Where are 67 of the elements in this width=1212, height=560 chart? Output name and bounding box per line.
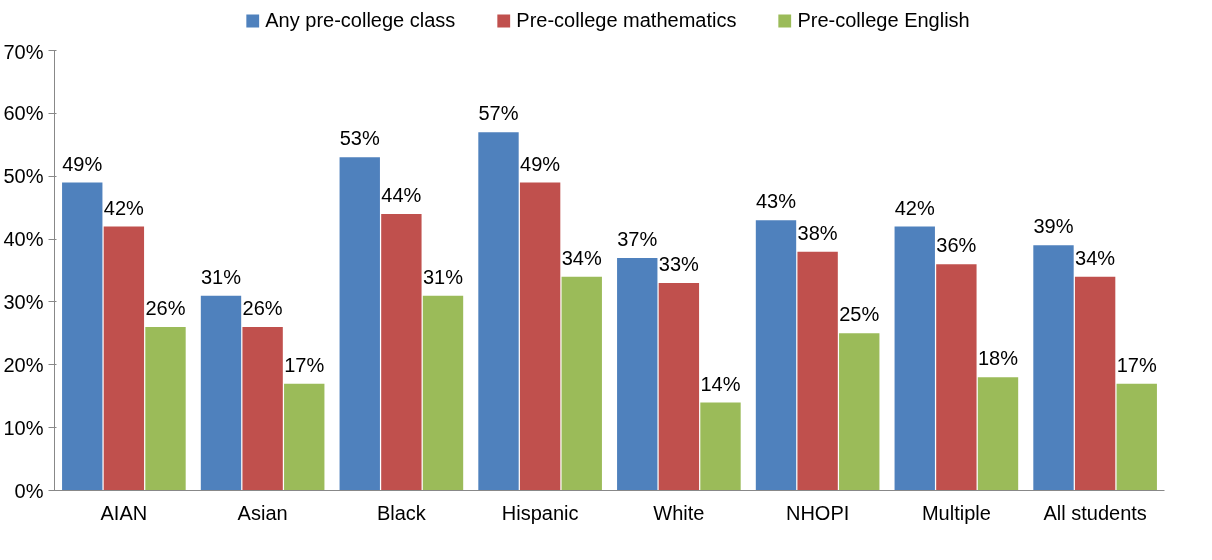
bar (561, 276, 602, 491)
y-tick-label: 50% (3, 165, 44, 188)
bar (1033, 245, 1074, 491)
bar (62, 182, 103, 491)
y-tick-label: 20% (3, 353, 44, 376)
bar (478, 132, 519, 491)
x-tick-label: All students (1043, 501, 1147, 524)
bar (700, 402, 741, 491)
text: 42% (894, 196, 935, 219)
text: 14% (700, 372, 741, 395)
y-tick-label: 0% (14, 479, 44, 502)
bar (381, 213, 422, 491)
text: 17% (1116, 353, 1157, 376)
bar (839, 333, 880, 491)
text: 26% (242, 297, 283, 320)
bar (755, 220, 797, 491)
text: 39% (1033, 215, 1074, 238)
bar (242, 327, 283, 491)
bar (1074, 276, 1116, 491)
bar (894, 226, 935, 491)
legend-label: Any pre-college class (265, 8, 456, 32)
text: 53% (339, 127, 380, 150)
text: 18% (977, 347, 1019, 370)
bar (200, 295, 242, 491)
text: 26% (145, 297, 186, 320)
x-tick-label: Multiple (921, 501, 991, 524)
text: 38% (797, 221, 838, 244)
y-tick-label: 30% (3, 290, 44, 313)
x-tick-label: AIAN (100, 501, 148, 524)
y-tick-label: 40% (3, 228, 44, 251)
text: 49% (520, 152, 561, 175)
text: 42% (103, 196, 144, 219)
text: 31% (422, 265, 464, 288)
y-tick-label: 10% (3, 416, 44, 439)
bar (145, 327, 186, 491)
bar (519, 182, 561, 491)
text: 44% (381, 183, 422, 206)
legend-label: Pre-college English (797, 8, 970, 32)
x-tick-label: White (653, 501, 705, 524)
x-tick-label: Asian (237, 501, 288, 524)
bar (103, 226, 145, 491)
bar (339, 157, 380, 491)
text: 36% (936, 234, 977, 257)
bar (977, 377, 1019, 491)
x-tick-label: NHOPI (785, 501, 850, 524)
bar (1116, 383, 1157, 491)
bar (936, 264, 977, 491)
x-tick-label: Black (376, 501, 427, 524)
text: 37% (617, 227, 658, 250)
text: 33% (658, 253, 699, 276)
bar (658, 283, 700, 491)
text: 34% (561, 246, 602, 269)
y-tick-label: 70% (3, 40, 44, 63)
text: 25% (839, 303, 880, 326)
bar (422, 295, 464, 491)
x-tick-label: Hispanic (501, 501, 579, 524)
bar (617, 257, 658, 491)
bar (284, 383, 325, 491)
y-tick-label: 60% (3, 102, 44, 125)
text: 49% (62, 152, 103, 175)
text: 43% (755, 190, 797, 213)
legend-label: Pre-college mathematics (516, 8, 737, 32)
bar (797, 251, 838, 491)
text: 17% (284, 353, 325, 376)
text: 31% (200, 265, 242, 288)
text: 57% (478, 102, 519, 125)
text: 34% (1075, 246, 1116, 269)
